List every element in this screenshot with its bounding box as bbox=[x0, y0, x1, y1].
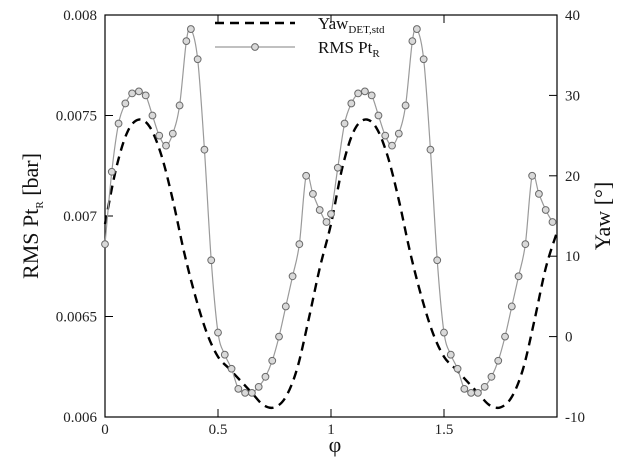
series-1-point-62 bbox=[514, 272, 523, 281]
x-tick-label-2: 1 bbox=[327, 422, 335, 438]
series-1-point-28 bbox=[288, 272, 297, 281]
series-1-point-16 bbox=[207, 256, 216, 265]
series-1-point-54 bbox=[460, 384, 469, 393]
series-1-point-37 bbox=[347, 99, 356, 108]
series-1-point-59 bbox=[494, 356, 503, 365]
x-tick-label-0: 0 bbox=[101, 422, 109, 438]
series-1-point-53 bbox=[453, 364, 462, 373]
series-1-point-40 bbox=[367, 91, 376, 100]
series-1-point-49 bbox=[426, 145, 435, 154]
series-1-point-1 bbox=[107, 167, 116, 176]
series-1-point-7 bbox=[148, 111, 157, 120]
series-1-point-58 bbox=[487, 372, 496, 381]
series-1-point-50 bbox=[433, 256, 442, 265]
series-1-point-63 bbox=[521, 240, 530, 249]
y-tick-right-label-2: 10 bbox=[565, 249, 580, 265]
y-tick-right-label-5: 40 bbox=[565, 8, 580, 24]
series-1-point-66 bbox=[541, 206, 550, 214]
series-1-point-15 bbox=[200, 145, 209, 154]
series-1-point-39 bbox=[361, 87, 369, 96]
series-1-point-36 bbox=[340, 119, 349, 128]
series-1-point-26 bbox=[275, 332, 283, 341]
series-1-point-61 bbox=[507, 302, 516, 311]
series-1-point-55 bbox=[467, 388, 476, 397]
series-1-point-35 bbox=[333, 163, 342, 172]
series-1-point-3 bbox=[121, 99, 130, 108]
y-tick-right-label-4: 30 bbox=[565, 88, 580, 104]
series-1-point-56 bbox=[474, 388, 482, 397]
y-tick-right-label-0: -10 bbox=[565, 410, 585, 426]
y-tick-left-label-2: 0.007 bbox=[63, 209, 97, 225]
y-tick-left-label-3: 0.0075 bbox=[56, 109, 97, 125]
series-1-point-23 bbox=[254, 382, 263, 391]
series-1-point-17 bbox=[214, 328, 222, 337]
series-1-point-60 bbox=[501, 332, 509, 341]
series-1-point-24 bbox=[261, 372, 270, 381]
series-1-point-32 bbox=[315, 206, 324, 214]
legend-marker-rms bbox=[251, 43, 259, 51]
series-line-1 bbox=[104, 27, 554, 395]
series-1-point-12 bbox=[182, 37, 191, 46]
series-1-point-2 bbox=[114, 119, 123, 128]
series-1-point-13 bbox=[186, 25, 195, 33]
series-1-point-4 bbox=[128, 89, 137, 98]
series-1-point-21 bbox=[241, 388, 250, 397]
y-tick-left-label-0: 0.006 bbox=[63, 410, 97, 426]
series-1-point-25 bbox=[268, 356, 277, 365]
series-1-point-11 bbox=[175, 101, 184, 110]
series-1-point-42 bbox=[381, 131, 390, 140]
series-1-point-65 bbox=[535, 189, 543, 198]
series-line-0 bbox=[103, 118, 559, 410]
series-1-point-27 bbox=[281, 302, 290, 311]
series-1-point-19 bbox=[227, 364, 236, 373]
series-1-point-47 bbox=[412, 25, 421, 33]
series-1-point-18 bbox=[220, 350, 229, 359]
y-tick-left-label-1: 0.0065 bbox=[56, 310, 97, 326]
series-1-point-14 bbox=[193, 55, 202, 64]
x-axis-title: φ bbox=[329, 432, 342, 457]
legend-label-yaw: YawDET,std bbox=[318, 14, 385, 36]
series-1-point-41 bbox=[374, 111, 383, 120]
y-tick-left-label-4: 0.008 bbox=[63, 8, 97, 24]
x-tick-label-3: 1.5 bbox=[435, 422, 454, 438]
series-1-point-22 bbox=[248, 388, 256, 397]
series-1-point-44 bbox=[394, 129, 403, 138]
series-1-point-6 bbox=[141, 91, 150, 100]
series-1-point-10 bbox=[168, 129, 177, 138]
series-1-point-20 bbox=[234, 384, 243, 393]
y-tick-right-label-1: 0 bbox=[565, 330, 573, 346]
series-1-point-46 bbox=[408, 37, 417, 46]
legend-label-rms: RMS PtR bbox=[318, 38, 380, 60]
x-tick-label-1: 0.5 bbox=[209, 422, 228, 438]
series-1-point-34 bbox=[327, 210, 335, 218]
series-1-point-64 bbox=[528, 171, 537, 180]
y-axis-left-title: RMS PtR [bar] bbox=[18, 153, 46, 279]
y-axis-right-title: Yaw [°] bbox=[590, 182, 615, 250]
series-1-point-57 bbox=[480, 382, 489, 391]
series-1-point-45 bbox=[401, 101, 410, 110]
series-1-point-9 bbox=[162, 141, 170, 150]
series-1-point-8 bbox=[155, 131, 164, 140]
series-1-point-43 bbox=[388, 141, 396, 150]
series-layer bbox=[101, 25, 559, 410]
axis-ticks: 0 0.5 1 1.5 0.006 0.0065 0.007 0.0075 0.008 -10 0 1… bbox=[56, 8, 585, 438]
series-1-point-67 bbox=[548, 218, 557, 226]
series-1-point-51 bbox=[440, 328, 448, 337]
series-1-point-48 bbox=[419, 55, 428, 64]
series-1-point-30 bbox=[302, 171, 311, 180]
series-1-point-29 bbox=[295, 240, 304, 249]
series-1-point-33 bbox=[322, 218, 331, 226]
y-tick-right-label-3: 20 bbox=[565, 169, 580, 185]
series-1-point-5 bbox=[135, 87, 143, 96]
series-1-point-52 bbox=[446, 350, 455, 359]
series-1-point-31 bbox=[309, 189, 317, 198]
series-1-point-0 bbox=[101, 240, 109, 249]
legend: YawDET,std RMS PtR bbox=[215, 14, 385, 60]
series-1-point-38 bbox=[354, 89, 363, 98]
